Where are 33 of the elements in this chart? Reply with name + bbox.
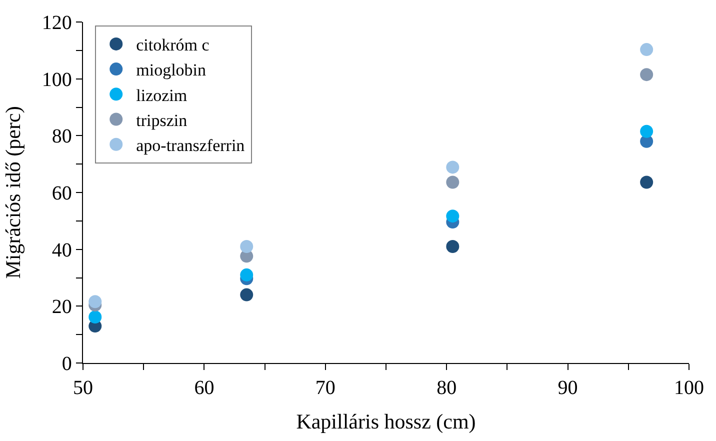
x-tick-label: 90 xyxy=(558,377,578,400)
x-tick-label: 50 xyxy=(73,377,93,400)
x-tick-label: 80 xyxy=(436,377,457,400)
legend-label: tripszin xyxy=(136,110,188,130)
x-axis-title: Kapilláris hossz (cm) xyxy=(296,409,476,434)
x-tick-label: 60 xyxy=(194,377,214,400)
y-tick-label: 60 xyxy=(52,182,72,204)
x-tick-label: 100 xyxy=(674,377,704,400)
point xyxy=(640,124,654,138)
legend-label: citokróm c xyxy=(136,36,210,55)
point xyxy=(446,160,460,174)
point xyxy=(240,240,254,253)
y-tick-label: 120 xyxy=(42,12,72,34)
y-tick-label: 0 xyxy=(62,353,72,375)
legend-label: apo-transzferrin xyxy=(136,136,246,155)
point xyxy=(446,176,460,189)
x-tick-label: 70 xyxy=(315,377,336,400)
y-tick-label: 40 xyxy=(52,239,72,262)
legend-label: lizozim xyxy=(136,86,188,105)
point xyxy=(240,268,254,282)
legend-label: mioglobin xyxy=(136,60,207,80)
point xyxy=(640,68,654,82)
point xyxy=(640,43,654,56)
point xyxy=(446,240,460,253)
y-tick-label: 100 xyxy=(42,68,72,91)
point xyxy=(88,310,102,324)
point xyxy=(640,176,654,189)
y-axis-title: Migrációs idő (perc) xyxy=(1,106,25,279)
point xyxy=(446,210,460,223)
point xyxy=(240,288,254,302)
y-tick-label: 20 xyxy=(52,296,72,318)
y-tick-label: 80 xyxy=(52,126,72,148)
point xyxy=(88,295,102,308)
